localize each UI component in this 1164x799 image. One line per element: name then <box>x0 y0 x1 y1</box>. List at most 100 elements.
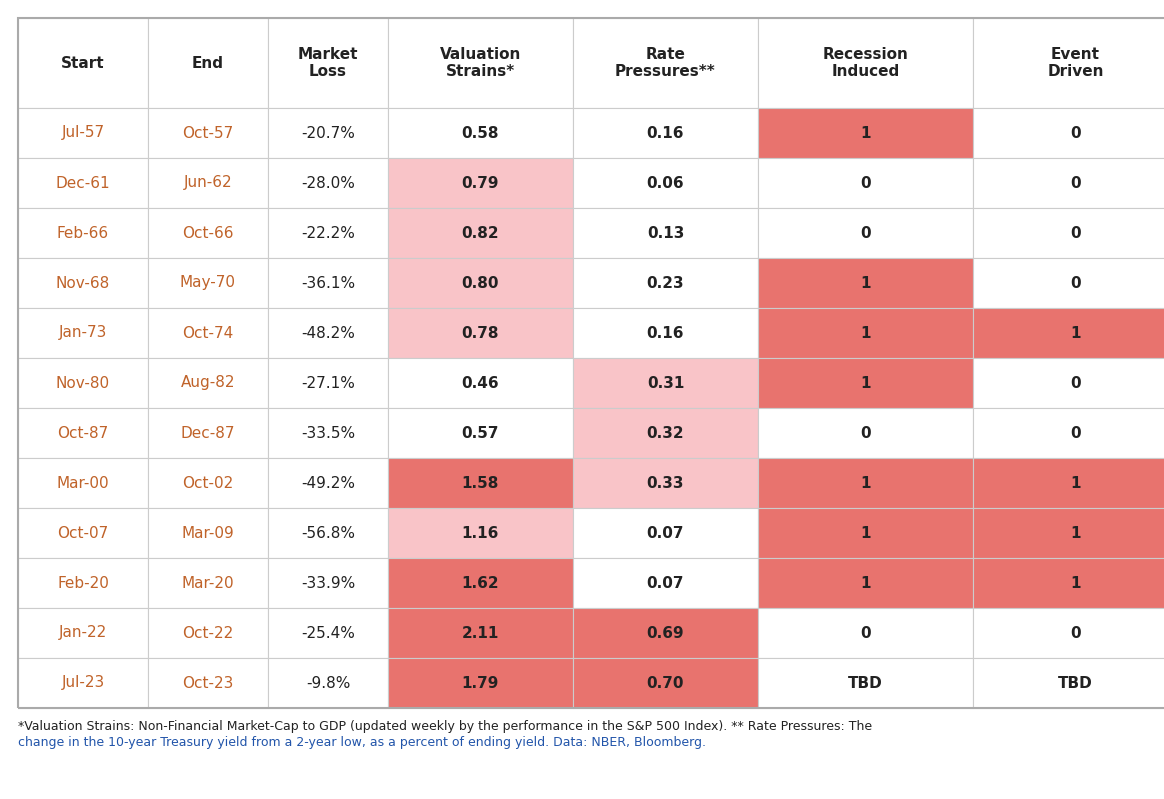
Bar <box>17 208 148 258</box>
Text: 0: 0 <box>1070 376 1081 391</box>
Text: 1.62: 1.62 <box>462 575 499 590</box>
Bar <box>573 208 758 258</box>
Bar <box>573 408 758 458</box>
Bar <box>148 258 268 308</box>
Bar <box>17 358 148 408</box>
Text: 2.11: 2.11 <box>462 626 499 641</box>
Text: -27.1%: -27.1% <box>301 376 355 391</box>
Text: -22.2%: -22.2% <box>301 225 355 240</box>
Text: 1: 1 <box>860 276 871 291</box>
Bar <box>17 108 148 158</box>
Text: Jan-73: Jan-73 <box>59 325 107 340</box>
Bar <box>17 458 148 508</box>
Bar <box>973 158 1164 208</box>
Text: 0: 0 <box>1070 125 1081 141</box>
Bar <box>388 208 573 258</box>
Text: 0.33: 0.33 <box>647 475 684 491</box>
Text: 1: 1 <box>1070 575 1080 590</box>
Text: 0.16: 0.16 <box>647 125 684 141</box>
Bar <box>148 158 268 208</box>
Text: 1: 1 <box>1070 475 1080 491</box>
Bar <box>973 658 1164 708</box>
Bar <box>388 358 573 408</box>
Text: Oct-74: Oct-74 <box>183 325 234 340</box>
Bar <box>148 608 268 658</box>
Bar <box>17 508 148 558</box>
Text: Oct-66: Oct-66 <box>183 225 234 240</box>
Text: Oct-87: Oct-87 <box>57 426 108 440</box>
Bar <box>17 608 148 658</box>
Text: 0.78: 0.78 <box>462 325 499 340</box>
Bar <box>268 208 388 258</box>
Bar <box>388 18 573 108</box>
Text: 1: 1 <box>860 575 871 590</box>
Text: Oct-23: Oct-23 <box>183 675 234 690</box>
Text: -33.9%: -33.9% <box>300 575 355 590</box>
Bar <box>573 658 758 708</box>
Bar <box>573 508 758 558</box>
Text: Nov-68: Nov-68 <box>56 276 111 291</box>
Bar <box>973 258 1164 308</box>
Bar <box>758 558 973 608</box>
Text: 0.06: 0.06 <box>647 176 684 190</box>
Text: 0: 0 <box>860 176 871 190</box>
Bar <box>973 18 1164 108</box>
Bar <box>573 158 758 208</box>
Text: 0.13: 0.13 <box>647 225 684 240</box>
Text: change in the 10-year Treasury yield from a 2-year low, as a percent of ending y: change in the 10-year Treasury yield fro… <box>17 736 707 749</box>
Bar <box>268 458 388 508</box>
Text: Mar-20: Mar-20 <box>182 575 234 590</box>
Text: *Valuation Strains: Non-Financial Market-Cap to GDP (updated weekly by the perfo: *Valuation Strains: Non-Financial Market… <box>17 720 872 733</box>
Bar <box>148 558 268 608</box>
Text: 1: 1 <box>860 475 871 491</box>
Bar <box>148 308 268 358</box>
Text: 0.70: 0.70 <box>647 675 684 690</box>
Text: End: End <box>192 55 223 70</box>
Text: Feb-20: Feb-20 <box>57 575 109 590</box>
Bar <box>388 458 573 508</box>
Text: Jul-23: Jul-23 <box>62 675 105 690</box>
Text: 0: 0 <box>1070 426 1081 440</box>
Bar <box>973 558 1164 608</box>
Text: 0.32: 0.32 <box>647 426 684 440</box>
Bar <box>388 658 573 708</box>
Bar <box>268 158 388 208</box>
Text: 0: 0 <box>1070 225 1081 240</box>
Bar <box>148 408 268 458</box>
Text: 0.23: 0.23 <box>647 276 684 291</box>
Bar <box>758 658 973 708</box>
Text: Dec-87: Dec-87 <box>180 426 235 440</box>
Bar <box>148 108 268 158</box>
Text: 0.69: 0.69 <box>647 626 684 641</box>
Bar <box>17 258 148 308</box>
Text: Oct-02: Oct-02 <box>183 475 234 491</box>
Bar <box>268 608 388 658</box>
Bar <box>573 108 758 158</box>
Bar <box>758 258 973 308</box>
Text: 1.58: 1.58 <box>462 475 499 491</box>
Bar <box>17 408 148 458</box>
Text: Market
Loss: Market Loss <box>298 47 359 79</box>
Text: 0.16: 0.16 <box>647 325 684 340</box>
Text: Event
Driven: Event Driven <box>1048 47 1103 79</box>
Text: 1: 1 <box>860 526 871 540</box>
Bar <box>973 508 1164 558</box>
Bar <box>758 108 973 158</box>
Text: 0.58: 0.58 <box>462 125 499 141</box>
Bar <box>268 18 388 108</box>
Bar <box>573 18 758 108</box>
Text: Jun-62: Jun-62 <box>184 176 233 190</box>
Bar <box>758 358 973 408</box>
Text: Oct-22: Oct-22 <box>183 626 234 641</box>
Bar <box>573 308 758 358</box>
Bar <box>388 408 573 458</box>
Text: Valuation
Strains*: Valuation Strains* <box>440 47 521 79</box>
Bar <box>148 458 268 508</box>
Bar <box>148 18 268 108</box>
Bar <box>973 458 1164 508</box>
Text: 1: 1 <box>1070 325 1080 340</box>
Bar <box>17 18 148 108</box>
Bar <box>17 308 148 358</box>
Bar <box>268 658 388 708</box>
Bar <box>17 158 148 208</box>
